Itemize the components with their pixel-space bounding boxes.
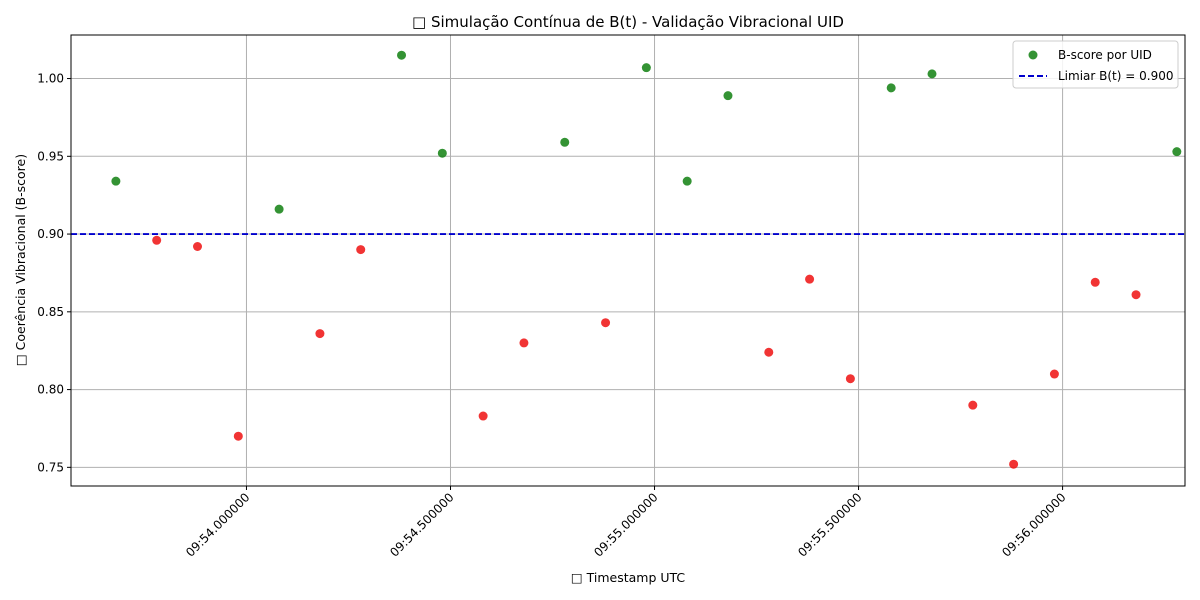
data-point-above-threshold <box>641 63 651 73</box>
data-point-below-threshold <box>805 274 815 284</box>
y-tick-label: 0.90 <box>37 227 64 241</box>
y-tick-label: 0.85 <box>37 305 64 319</box>
y-axis: 0.75 0.80 0.85 0.90 0.95 1.00 <box>37 72 71 474</box>
legend-box <box>1012 40 1179 89</box>
legend: B-score por UID Limiar B(t) = 0.900 <box>1012 40 1179 89</box>
data-point-below-threshold <box>764 347 774 357</box>
data-point-below-threshold <box>845 374 855 384</box>
data-point-above-threshold <box>560 137 570 147</box>
data-point-above-threshold <box>1172 147 1182 157</box>
data-point-below-threshold <box>1090 277 1100 287</box>
legend-label-scatter: B-score por UID <box>1058 48 1152 62</box>
data-point-below-threshold <box>519 338 529 348</box>
data-point-above-threshold <box>274 204 284 214</box>
x-axis-title: □ Timestamp UTC <box>571 570 686 585</box>
legend-marker-scatter <box>1028 50 1038 60</box>
data-points <box>111 50 1182 469</box>
y-tick-label: 0.80 <box>37 383 64 397</box>
data-point-above-threshold <box>437 148 447 158</box>
y-tick-label: 1.00 <box>37 72 64 86</box>
data-point-above-threshold <box>723 91 733 101</box>
legend-label-threshold: Limiar B(t) = 0.900 <box>1058 69 1173 83</box>
data-point-below-threshold <box>152 235 162 245</box>
data-point-below-threshold <box>968 400 978 410</box>
y-axis-title: □ Coerência Vibracional (B-score) <box>13 154 28 366</box>
data-point-below-threshold <box>478 411 488 421</box>
data-point-below-threshold <box>315 329 325 339</box>
y-tick-label: 0.75 <box>37 460 64 474</box>
data-point-above-threshold <box>682 176 692 186</box>
data-point-below-threshold <box>192 242 202 252</box>
data-point-below-threshold <box>1049 369 1059 379</box>
y-tick-label: 0.95 <box>37 149 64 163</box>
data-point-above-threshold <box>927 69 937 79</box>
data-point-below-threshold <box>601 318 611 328</box>
plot-area-frame <box>70 34 1186 487</box>
data-point-above-threshold <box>111 176 121 186</box>
chart-title: □ Simulação Contínua de B(t) - Validação… <box>412 13 844 31</box>
data-point-below-threshold <box>356 245 366 255</box>
data-point-above-threshold <box>886 83 896 93</box>
data-point-below-threshold <box>233 431 243 441</box>
data-point-below-threshold <box>1009 459 1019 469</box>
data-point-above-threshold <box>397 50 407 60</box>
data-point-below-threshold <box>1131 290 1141 300</box>
